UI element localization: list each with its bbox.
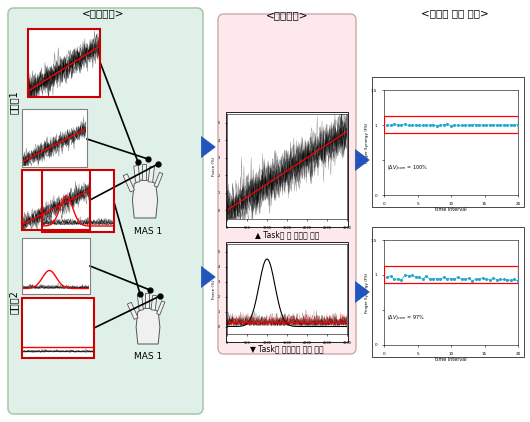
Polygon shape xyxy=(142,164,146,180)
Text: <공동성 평가 결과>: <공동성 평가 결과> xyxy=(421,8,489,18)
Text: <실행변수>: <실행변수> xyxy=(82,8,124,18)
Bar xyxy=(226,242,348,342)
Polygon shape xyxy=(157,301,165,315)
Polygon shape xyxy=(136,308,160,344)
Polygon shape xyxy=(151,295,157,310)
Text: 피험자2: 피험자2 xyxy=(9,290,19,314)
Bar xyxy=(226,112,348,227)
Bar xyxy=(42,170,114,232)
Text: <결과변수>: <결과변수> xyxy=(266,10,308,20)
Polygon shape xyxy=(132,180,157,218)
Text: ▼ Task를 수행하지 못한 환자: ▼ Task를 수행하지 못한 환자 xyxy=(250,344,324,353)
Bar xyxy=(372,77,524,207)
Polygon shape xyxy=(134,165,140,182)
Bar xyxy=(372,227,524,357)
Bar xyxy=(22,109,87,167)
Bar xyxy=(42,170,114,232)
Text: ▲ Task를 잘 수행한 환자: ▲ Task를 잘 수행한 환자 xyxy=(255,230,319,239)
Bar xyxy=(22,298,94,358)
Bar xyxy=(22,238,90,294)
Bar xyxy=(22,170,90,230)
Bar xyxy=(28,29,100,97)
Polygon shape xyxy=(154,172,163,187)
Text: 피험자1: 피험자1 xyxy=(9,90,19,114)
Bar xyxy=(22,170,90,230)
Polygon shape xyxy=(145,293,149,308)
Polygon shape xyxy=(137,295,143,310)
FancyBboxPatch shape xyxy=(218,14,356,354)
FancyBboxPatch shape xyxy=(8,8,203,414)
Polygon shape xyxy=(148,166,154,182)
Polygon shape xyxy=(123,174,135,192)
Text: MAS 1: MAS 1 xyxy=(134,352,162,361)
Text: MAS 1: MAS 1 xyxy=(134,227,162,236)
Bar xyxy=(28,29,100,97)
Bar xyxy=(22,109,87,167)
Bar xyxy=(22,238,90,294)
Bar xyxy=(22,298,94,358)
Polygon shape xyxy=(127,302,138,319)
